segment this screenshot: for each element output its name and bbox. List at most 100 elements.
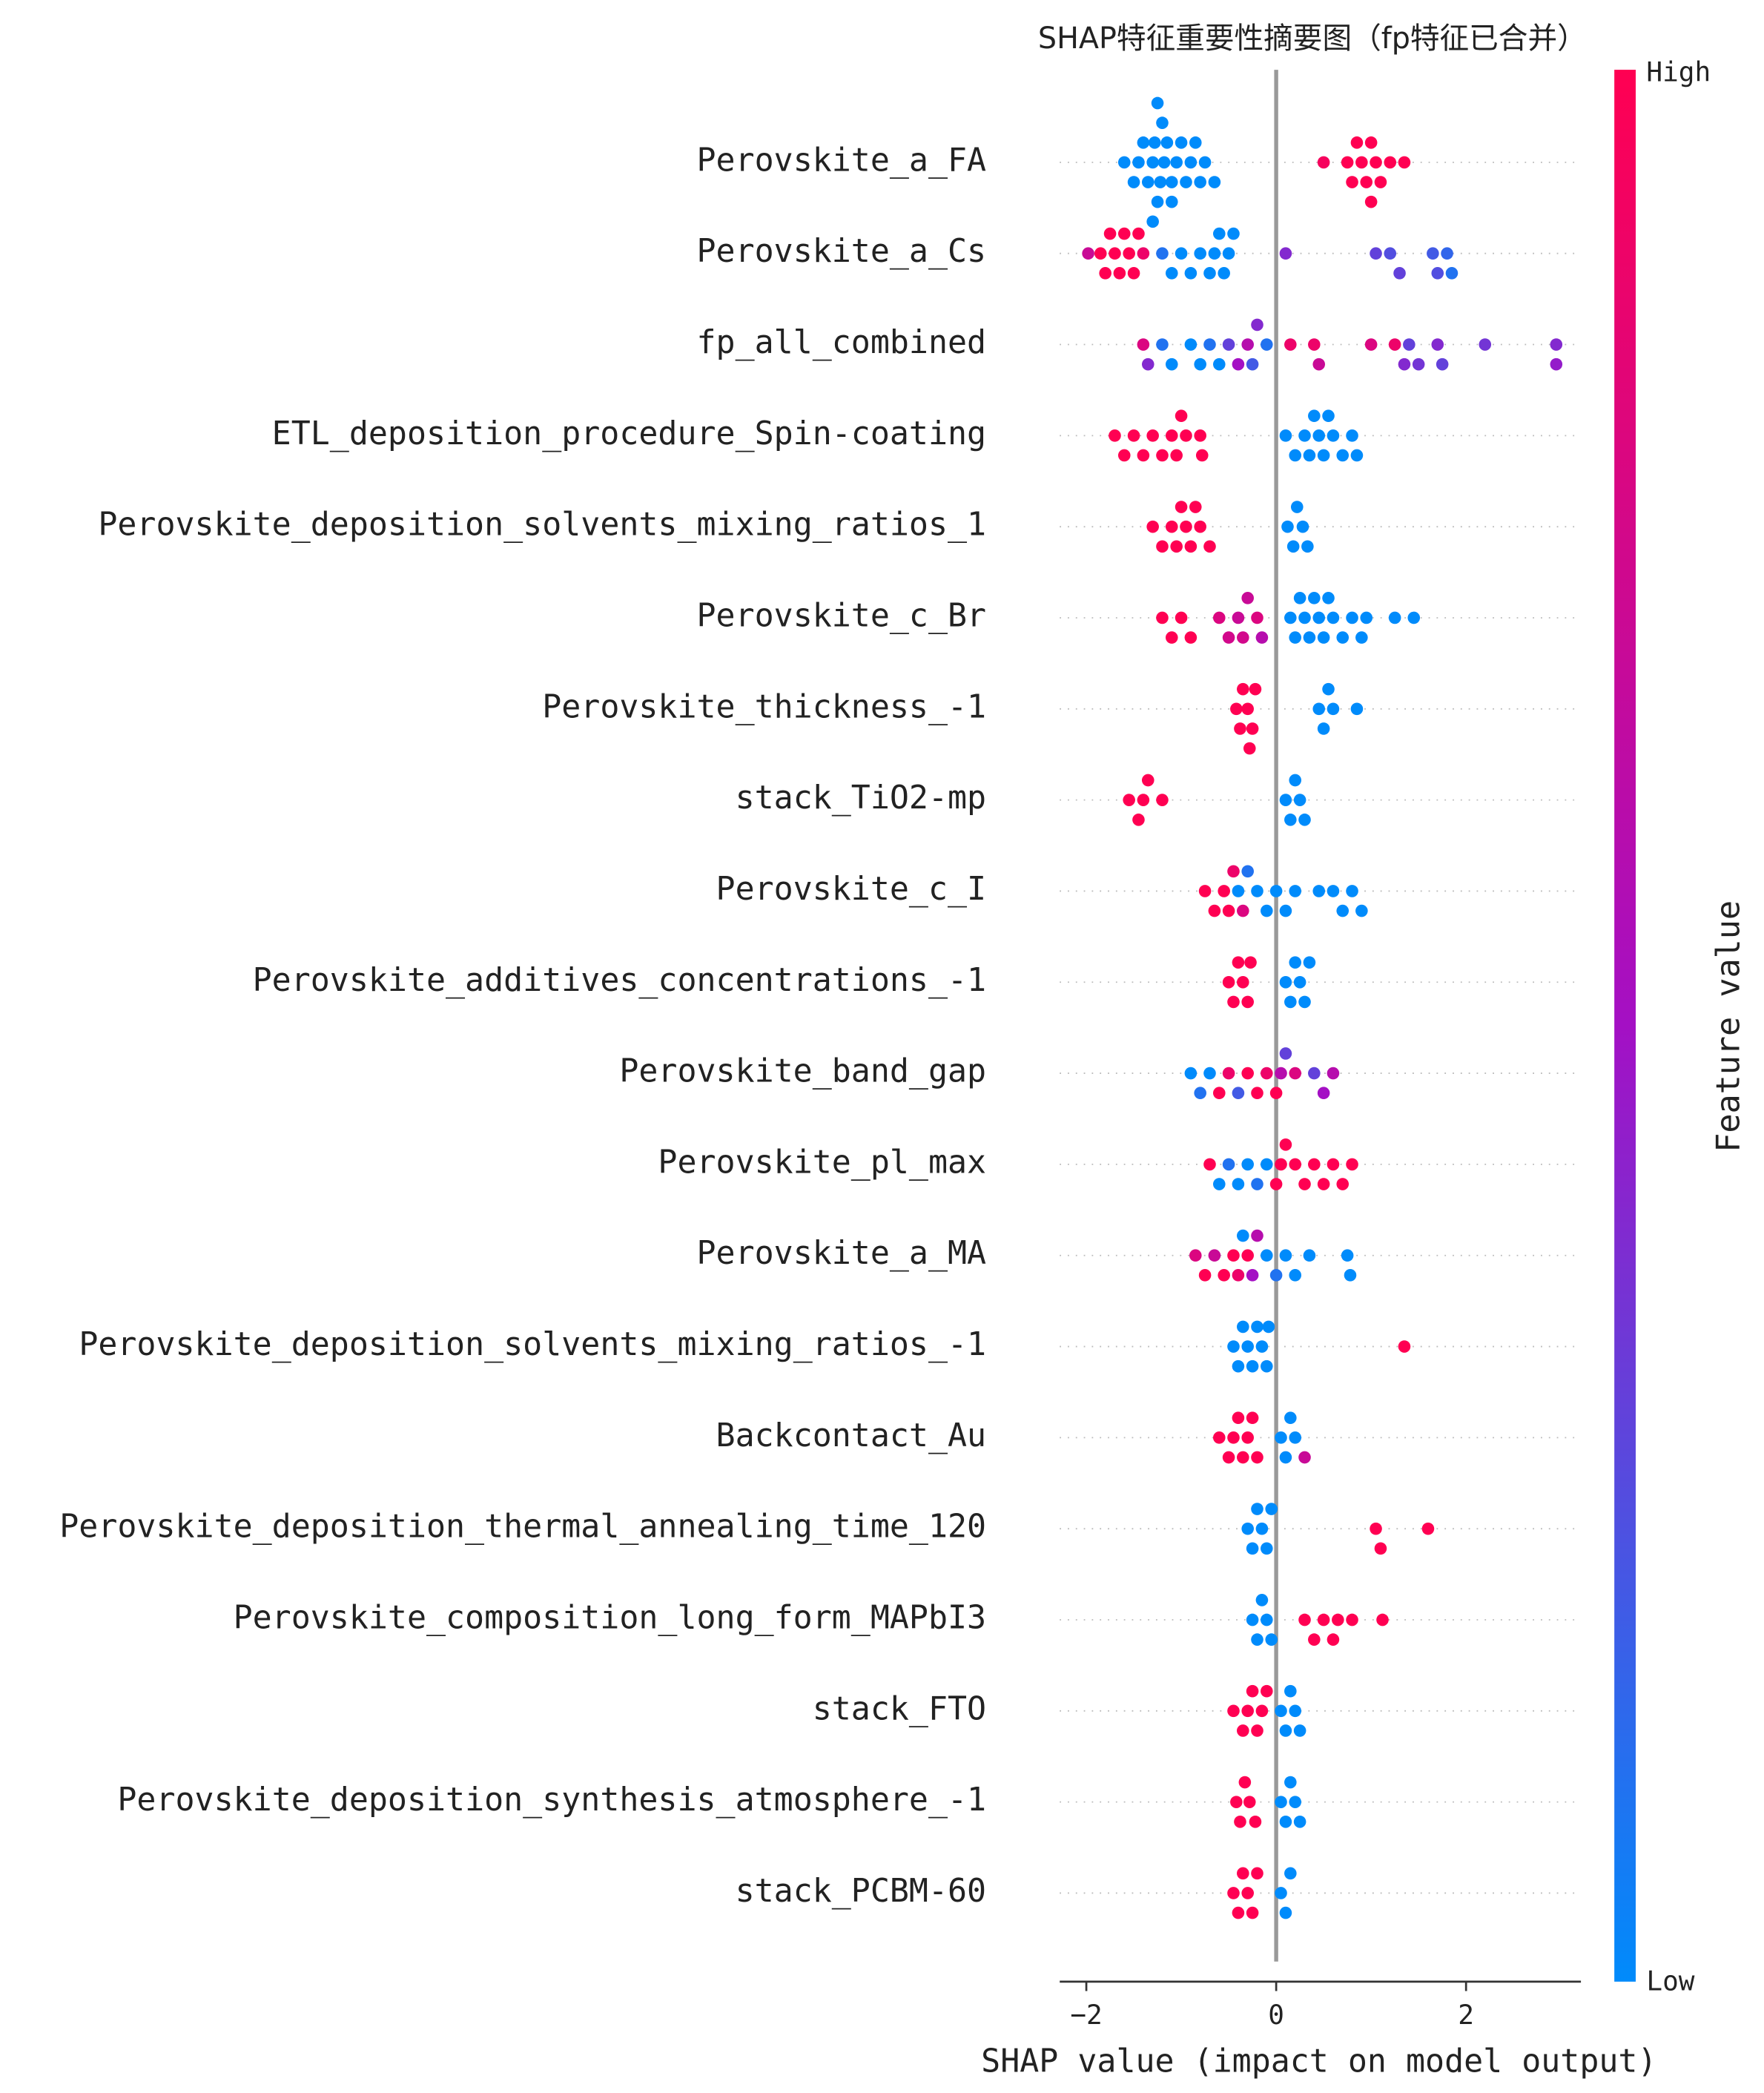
- shap-point: [1195, 449, 1209, 462]
- shap-point: [1251, 1451, 1263, 1464]
- shap-point: [1246, 1906, 1259, 1919]
- shap-point: [1364, 195, 1378, 208]
- shap-point: [1141, 357, 1154, 371]
- shap-point: [1284, 1867, 1297, 1880]
- shap-point: [1137, 247, 1150, 260]
- shap-point: [1289, 449, 1302, 462]
- shap-point: [1322, 682, 1335, 696]
- shap-point: [1327, 1633, 1340, 1646]
- feature-label: Perovskite_deposition_solvents_mixing_ra…: [79, 1326, 986, 1363]
- shap-point: [1109, 247, 1121, 260]
- shap-point: [1284, 1411, 1297, 1425]
- shap-point: [1148, 136, 1161, 149]
- shap-point: [1431, 338, 1444, 351]
- colorbar-label: Feature value: [1710, 900, 1747, 1153]
- shap-point: [1398, 156, 1411, 169]
- shap-point: [1141, 176, 1154, 188]
- shap-point: [1230, 702, 1243, 716]
- shap-point: [1479, 338, 1492, 351]
- shap-point: [1241, 1522, 1254, 1535]
- shap-point: [1412, 357, 1425, 371]
- shap-point: [1203, 338, 1216, 351]
- shap-point: [1269, 1269, 1283, 1282]
- shap-point: [1165, 357, 1178, 371]
- shap-point: [1109, 429, 1121, 442]
- shap-point: [1393, 267, 1406, 280]
- shap-point: [1180, 520, 1192, 533]
- shap-point: [1237, 1451, 1249, 1464]
- shap-point: [1265, 1633, 1278, 1646]
- feature-label: Perovskite_c_I: [716, 871, 987, 908]
- shap-point: [1241, 338, 1254, 351]
- shap-point: [1189, 136, 1202, 149]
- shap-point: [1317, 156, 1330, 169]
- shap-point: [1127, 429, 1140, 442]
- shap-point: [1227, 1340, 1240, 1353]
- shap-point: [1165, 429, 1178, 442]
- shap-point: [1374, 176, 1387, 188]
- shap-point: [1279, 429, 1292, 442]
- shap-point: [1279, 1451, 1292, 1464]
- shap-point: [1355, 156, 1368, 169]
- shap-point: [1445, 267, 1459, 280]
- shap-point: [1370, 247, 1382, 260]
- shap-point: [1237, 1229, 1249, 1242]
- shap-point: [1227, 1431, 1240, 1444]
- shap-point: [1241, 1249, 1254, 1262]
- shap-point: [1238, 1776, 1252, 1789]
- shap-point: [1293, 975, 1307, 989]
- shap-point: [1246, 357, 1259, 371]
- shap-point: [1322, 409, 1335, 423]
- shap-point: [1127, 267, 1140, 280]
- shap-point: [1298, 611, 1311, 624]
- shap-point: [1251, 1724, 1263, 1737]
- shap-point: [1289, 1704, 1302, 1718]
- shap-point: [1327, 429, 1340, 442]
- shap-point: [1146, 429, 1159, 442]
- shap-point: [1317, 1178, 1330, 1190]
- shap-point: [1336, 1178, 1350, 1190]
- shap-point: [1194, 520, 1206, 533]
- shap-point: [1137, 136, 1150, 149]
- shap-point: [1279, 1138, 1292, 1151]
- shap-point: [1364, 136, 1378, 149]
- shap-point: [1251, 1633, 1263, 1646]
- shap-point: [1279, 975, 1292, 989]
- shap-point: [1284, 1776, 1297, 1789]
- shap-point: [1269, 1178, 1283, 1190]
- shap-point: [1289, 631, 1302, 644]
- shap-point: [1123, 247, 1135, 260]
- feature-label: Perovskite_thickness_-1: [542, 688, 986, 725]
- shap-point: [1237, 1320, 1249, 1334]
- shap-point: [1269, 885, 1283, 897]
- shap-point: [1308, 1158, 1321, 1171]
- shap-point: [1355, 904, 1368, 917]
- chart-title: SHAP特征重要性摘要图（fp特征已合并）: [1038, 22, 1587, 56]
- shap-point: [1141, 774, 1154, 787]
- shap-point: [1156, 449, 1169, 462]
- shap-point: [1284, 1684, 1297, 1698]
- shap-point: [1293, 1815, 1307, 1828]
- shap-point: [1355, 631, 1368, 644]
- shap-point: [1255, 1704, 1269, 1718]
- feature-label: stack_FTO: [813, 1690, 986, 1727]
- shap-point: [1261, 1613, 1273, 1626]
- shap-point: [1312, 429, 1326, 442]
- shap-point: [1218, 267, 1230, 280]
- shap-point: [1184, 1067, 1198, 1080]
- shap-point: [1286, 540, 1300, 553]
- shap-point: [1237, 1724, 1249, 1737]
- shap-point: [1284, 338, 1297, 351]
- shap-point: [1279, 247, 1292, 260]
- shap-point: [1222, 1451, 1235, 1464]
- shap-point: [1232, 1269, 1245, 1282]
- shap-point: [1246, 1542, 1259, 1555]
- shap-point: [1341, 156, 1354, 169]
- shap-point: [1298, 1178, 1311, 1190]
- shap-point: [1154, 176, 1167, 188]
- shap-point: [1350, 449, 1364, 462]
- shap-point: [1550, 338, 1563, 351]
- shap-point: [1298, 1451, 1311, 1464]
- shap-point: [1341, 1249, 1354, 1262]
